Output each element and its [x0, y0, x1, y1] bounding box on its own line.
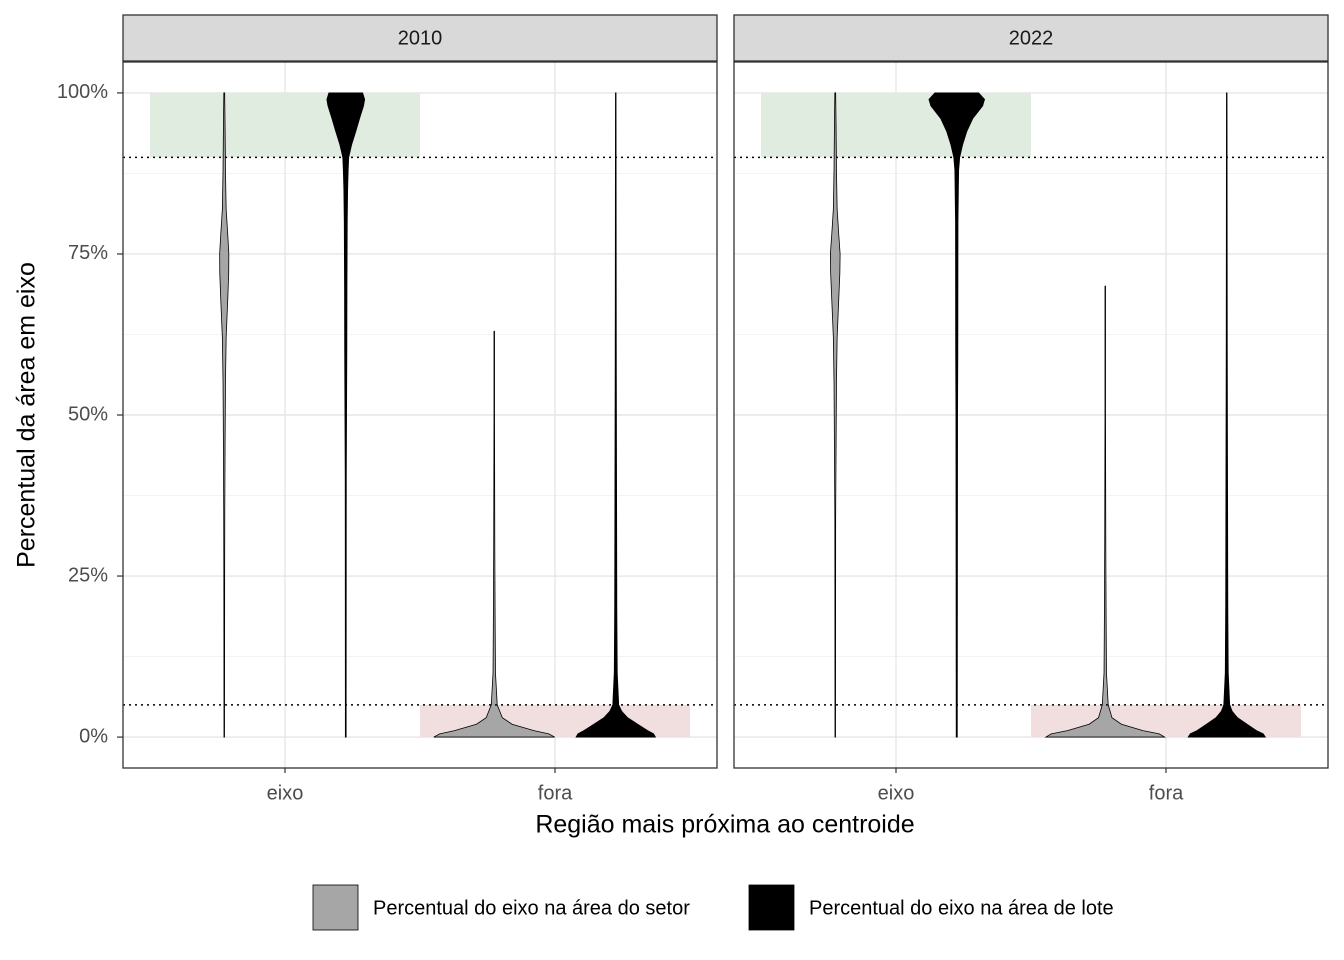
highlight-band [150, 92, 420, 158]
legend-key [312, 884, 359, 931]
facet-strip [733, 14, 1329, 62]
violin [326, 92, 366, 738]
y-tick-label: 75% [68, 242, 108, 264]
facet-strip [122, 14, 718, 62]
facet-title: 2022 [1009, 27, 1054, 49]
violin [1044, 285, 1167, 738]
x-axis-label: Região mais próxima ao centroide [535, 811, 914, 839]
legend-label: Percentual do eixo na área do setor [373, 897, 690, 919]
violin [575, 92, 657, 738]
violin [219, 92, 230, 738]
panel-border [733, 61, 1329, 769]
facet-title: 2010 [398, 27, 443, 49]
y-tick-label: 50% [68, 403, 108, 425]
y-axis-label: Percentual da área em eixo [13, 262, 41, 568]
legend-key [748, 884, 795, 931]
violin [1187, 92, 1267, 738]
y-tick-label: 100% [57, 81, 108, 103]
violin [433, 330, 555, 738]
highlight-band [761, 92, 1031, 158]
y-tick-label: 0% [79, 725, 108, 747]
x-tick-label: fora [1149, 782, 1184, 804]
x-tick-label: eixo [878, 782, 915, 804]
x-tick-label: eixo [267, 782, 304, 804]
violin [829, 92, 841, 738]
violin [928, 92, 986, 738]
y-tick-label: 25% [68, 564, 108, 586]
x-tick-label: fora [538, 782, 573, 804]
legend-label: Percentual do eixo na área de lote [809, 897, 1114, 919]
